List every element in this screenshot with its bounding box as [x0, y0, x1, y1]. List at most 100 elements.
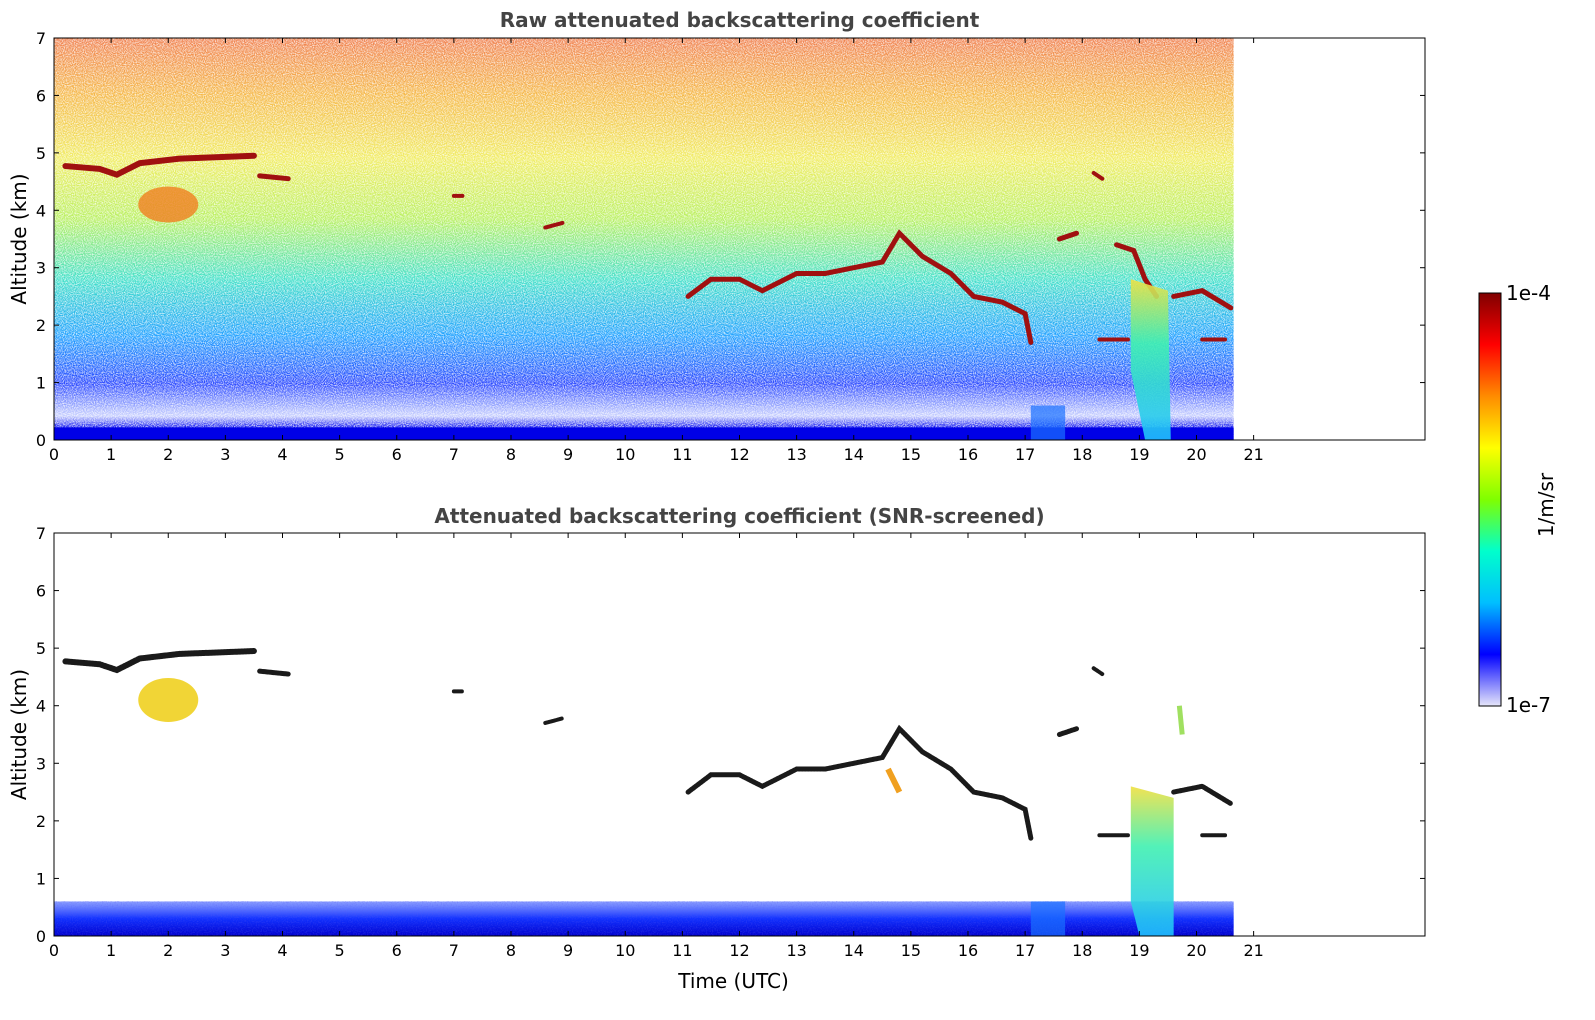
screened-low-cloud-band [685, 724, 1034, 841]
colorbar-max-label: 1e-4 [1506, 281, 1551, 305]
x-tick-label: 17 [1015, 941, 1035, 960]
screened-panel-title: Attenuated backscattering coefficient (S… [434, 504, 1044, 528]
x-tick-label: 16 [958, 445, 978, 464]
x-tick-label: 21 [1243, 941, 1263, 960]
surface-plume [1030, 405, 1066, 440]
x-tick-label: 1 [106, 941, 116, 960]
x-tick-label: 1 [106, 445, 116, 464]
y-tick-label: 1 [36, 374, 46, 393]
y-tick-label: 5 [36, 144, 46, 163]
x-tick-label: 2 [163, 941, 173, 960]
x-tick-label: 4 [277, 445, 287, 464]
cloud-speck [1091, 170, 1105, 181]
screened-cloud-fragment [257, 668, 291, 677]
raw-noise-speckle [54, 38, 1234, 440]
fall-streak-1 [138, 186, 199, 223]
x-tick-label: 19 [1129, 941, 1149, 960]
screened-speck [543, 716, 565, 725]
x-tick-label: 18 [1072, 941, 1092, 960]
x-tick-label: 11 [672, 941, 692, 960]
y-tick-label: 4 [36, 697, 46, 716]
screened-cloud-fragment [1171, 783, 1234, 807]
raw-y-axis-label: Altitude (km) [7, 173, 31, 304]
screened-background [54, 533, 1425, 936]
screened-backscatter-panel: Attenuated backscattering coefficient (S… [7, 504, 1426, 993]
x-tick-label: 8 [506, 941, 516, 960]
x-tick-label: 17 [1015, 445, 1035, 464]
x-tick-label: 4 [277, 941, 287, 960]
colorbar-scale [1478, 292, 1502, 707]
x-tick-label: 6 [392, 445, 402, 464]
screened-streak [885, 767, 903, 794]
x-axis-label: Time (UTC) [677, 969, 789, 993]
x-tick-label: 0 [49, 445, 59, 464]
colorbar-unit-label: 1/m/sr [1534, 472, 1558, 537]
cloud-fragment [1056, 230, 1080, 242]
screened-heatmap-area [54, 533, 1425, 936]
colorbar: 1e-4 1e-7 1/m/sr [1478, 281, 1558, 717]
screened-precipitation-shaft [1130, 786, 1174, 936]
x-tick-label: 13 [786, 445, 806, 464]
x-tick-label: 2 [163, 445, 173, 464]
low-cloud-band [685, 229, 1034, 345]
screened-streak [1176, 705, 1185, 735]
x-tick-label: 13 [786, 941, 806, 960]
raw-surface-layer [54, 427, 1234, 440]
cloud-speck [543, 220, 565, 230]
x-tick-label: 11 [672, 445, 692, 464]
x-tick-label: 10 [615, 445, 635, 464]
x-tick-label: 6 [392, 941, 402, 960]
raw-backscatter-panel: Raw attenuated backscattering coefficien… [7, 8, 1426, 464]
y-tick-label: 3 [36, 754, 46, 773]
y-tick-label: 1 [36, 869, 46, 888]
x-tick-label: 12 [729, 941, 749, 960]
x-tick-label: 10 [615, 941, 635, 960]
x-tick-label: 3 [220, 941, 230, 960]
x-tick-label: 21 [1243, 445, 1263, 464]
y-tick-label: 2 [36, 812, 46, 831]
x-tick-label: 18 [1072, 445, 1092, 464]
x-tick-label: 3 [220, 445, 230, 464]
y-tick-label: 0 [36, 927, 46, 946]
x-tick-label: 14 [844, 445, 864, 464]
y-tick-label: 0 [36, 431, 46, 450]
y-tick-label: 4 [36, 201, 46, 220]
cloud-layer-5km [62, 152, 257, 178]
x-tick-label: 5 [335, 941, 345, 960]
x-tick-label: 8 [506, 445, 516, 464]
x-tick-label: 20 [1186, 941, 1206, 960]
screened-cloud-fragment [1056, 726, 1080, 737]
x-tick-label: 14 [844, 941, 864, 960]
x-tick-label: 9 [563, 445, 573, 464]
precipitation-shaft [1130, 279, 1171, 440]
x-tick-label: 15 [901, 445, 921, 464]
x-tick-label: 20 [1186, 445, 1206, 464]
screened-speck [1091, 666, 1105, 677]
raw-x-ticks: 0 1 2 3 4 5 6 7 8 9 10 11 12 13 14 15 16 17 18 19 20 21 [49, 38, 1264, 464]
x-tick-label: 9 [563, 941, 573, 960]
y-tick-label: 7 [36, 524, 46, 543]
x-tick-label: 15 [901, 941, 921, 960]
screened-cloud-layer [62, 648, 257, 674]
x-tick-label: 7 [449, 941, 459, 960]
screened-x-ticks: 0 1 2 3 4 5 6 7 8 9 10 11 12 13 14 15 16 17 18 19 20 21 [49, 533, 1264, 960]
x-tick-label: 0 [49, 941, 59, 960]
x-tick-label: 5 [335, 445, 345, 464]
x-tick-label: 7 [449, 445, 459, 464]
x-tick-label: 19 [1129, 445, 1149, 464]
screened-fall-streak [138, 677, 199, 722]
y-tick-label: 6 [36, 86, 46, 105]
x-tick-label: 16 [958, 941, 978, 960]
y-tick-label: 6 [36, 582, 46, 601]
raw-heatmap-area [54, 38, 1234, 440]
cloud-fragment [1171, 288, 1234, 311]
y-tick-label: 3 [36, 259, 46, 278]
screened-surface-plume [1030, 901, 1066, 936]
y-tick-label: 5 [36, 639, 46, 658]
y-tick-label: 2 [36, 316, 46, 335]
cloud-fragment [257, 173, 291, 182]
x-tick-label: 12 [729, 445, 749, 464]
raw-panel-title: Raw attenuated backscattering coefficien… [500, 8, 980, 32]
colorbar-min-label: 1e-7 [1506, 693, 1551, 717]
